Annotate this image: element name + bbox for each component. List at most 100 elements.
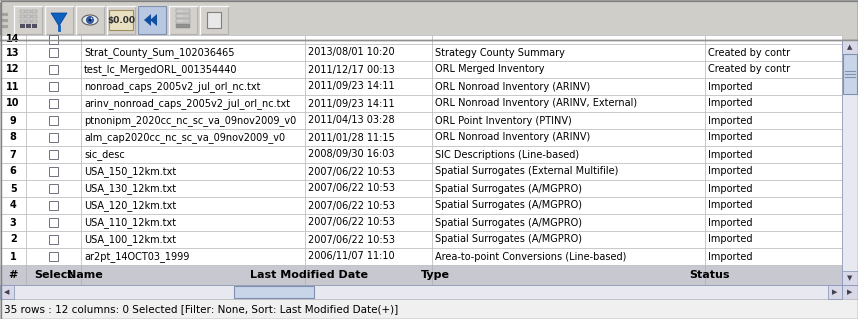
Text: ▲: ▲ xyxy=(848,44,853,50)
Text: USA_100_12km.txt: USA_100_12km.txt xyxy=(84,234,176,245)
Bar xyxy=(0,265,27,285)
Bar xyxy=(828,285,842,299)
Bar xyxy=(138,6,166,34)
Bar xyxy=(705,163,842,180)
Bar xyxy=(81,163,305,180)
Bar xyxy=(81,180,305,197)
Bar xyxy=(0,180,27,197)
Bar xyxy=(0,78,27,95)
Text: 6: 6 xyxy=(9,167,16,176)
Bar xyxy=(305,163,432,180)
Bar xyxy=(49,201,58,210)
Bar xyxy=(20,10,25,13)
Bar xyxy=(842,271,858,285)
Text: 8: 8 xyxy=(9,132,16,143)
Text: 3: 3 xyxy=(9,218,16,227)
Bar xyxy=(0,285,842,299)
Text: 2011/09/23 14:11: 2011/09/23 14:11 xyxy=(308,99,395,108)
Text: 2007/06/22 10:53: 2007/06/22 10:53 xyxy=(308,218,396,227)
Bar xyxy=(49,235,58,244)
Text: Imported: Imported xyxy=(708,234,752,244)
Text: 35 rows : 12 columns: 0 Selected [Filter: None, Sort: Last Modified Date(+)]: 35 rows : 12 columns: 0 Selected [Filter… xyxy=(4,304,398,314)
Text: 10: 10 xyxy=(6,99,20,108)
Bar xyxy=(27,231,81,248)
Bar xyxy=(305,95,432,112)
Text: Imported: Imported xyxy=(708,218,752,227)
Bar xyxy=(305,44,432,61)
Text: Imported: Imported xyxy=(708,81,752,92)
Text: 14: 14 xyxy=(6,34,20,44)
Bar xyxy=(81,95,305,112)
Bar xyxy=(176,19,190,23)
Bar xyxy=(27,180,81,197)
Text: arinv_nonroad_caps_2005v2_jul_orl_nc.txt: arinv_nonroad_caps_2005v2_jul_orl_nc.txt xyxy=(84,98,290,109)
Bar xyxy=(32,15,37,18)
Text: USA_130_12km.txt: USA_130_12km.txt xyxy=(84,183,176,194)
Text: Strat_County_Sum_102036465: Strat_County_Sum_102036465 xyxy=(84,47,234,58)
Bar xyxy=(432,95,705,112)
Bar xyxy=(169,6,197,34)
Bar xyxy=(705,248,842,265)
Bar xyxy=(81,146,305,163)
Bar xyxy=(234,286,314,298)
Text: SIC Descriptions (Line-based): SIC Descriptions (Line-based) xyxy=(434,150,578,160)
Text: 1: 1 xyxy=(9,251,16,262)
Text: Spatial Surrogates (A/MGPRO): Spatial Surrogates (A/MGPRO) xyxy=(434,218,582,227)
Bar xyxy=(0,129,27,146)
Bar xyxy=(81,112,305,129)
Text: Type: Type xyxy=(421,270,450,280)
Text: 2011/09/23 14:11: 2011/09/23 14:11 xyxy=(308,81,395,92)
Text: ◀: ◀ xyxy=(4,289,9,295)
Text: 2007/06/22 10:53: 2007/06/22 10:53 xyxy=(308,234,396,244)
Bar xyxy=(27,95,81,112)
Bar xyxy=(0,285,14,299)
Bar xyxy=(705,197,842,214)
Bar xyxy=(27,197,81,214)
Bar xyxy=(49,150,58,159)
Text: ▶: ▶ xyxy=(832,289,837,295)
Bar xyxy=(20,15,25,18)
Bar xyxy=(0,61,27,78)
Bar xyxy=(0,299,858,319)
Bar xyxy=(32,20,37,23)
Bar xyxy=(138,6,166,34)
Text: 2008/09/30 16:03: 2008/09/30 16:03 xyxy=(308,150,395,160)
Bar xyxy=(81,35,305,44)
Ellipse shape xyxy=(91,18,93,19)
Bar xyxy=(27,163,81,180)
Bar xyxy=(705,35,842,44)
Bar xyxy=(0,197,27,214)
Bar xyxy=(432,231,705,248)
Bar xyxy=(49,252,58,261)
Bar xyxy=(27,214,81,231)
Bar xyxy=(27,248,81,265)
Bar xyxy=(26,15,31,18)
Text: Imported: Imported xyxy=(708,167,752,176)
Text: Spatial Surrogates (External Multifile): Spatial Surrogates (External Multifile) xyxy=(434,167,618,176)
Text: Imported: Imported xyxy=(708,115,752,125)
Bar xyxy=(842,40,858,285)
Text: Imported: Imported xyxy=(708,251,752,262)
Bar xyxy=(705,44,842,61)
Bar xyxy=(81,78,305,95)
Bar xyxy=(842,40,858,54)
Text: #: # xyxy=(9,270,18,280)
Bar xyxy=(705,180,842,197)
Text: Imported: Imported xyxy=(708,183,752,194)
Text: ▼: ▼ xyxy=(848,275,853,281)
Polygon shape xyxy=(144,14,151,26)
Text: ORL Nonroad Inventory (ARINV, External): ORL Nonroad Inventory (ARINV, External) xyxy=(434,99,637,108)
Bar xyxy=(81,129,305,146)
Bar xyxy=(705,146,842,163)
Text: 2007/06/22 10:53: 2007/06/22 10:53 xyxy=(308,167,396,176)
Bar xyxy=(49,218,58,227)
Bar xyxy=(27,265,81,285)
Bar xyxy=(0,112,27,129)
Bar xyxy=(20,24,25,28)
Bar xyxy=(176,24,190,28)
Bar xyxy=(305,146,432,163)
Bar xyxy=(432,35,705,44)
Bar xyxy=(305,112,432,129)
Bar xyxy=(49,35,58,44)
Bar xyxy=(432,146,705,163)
